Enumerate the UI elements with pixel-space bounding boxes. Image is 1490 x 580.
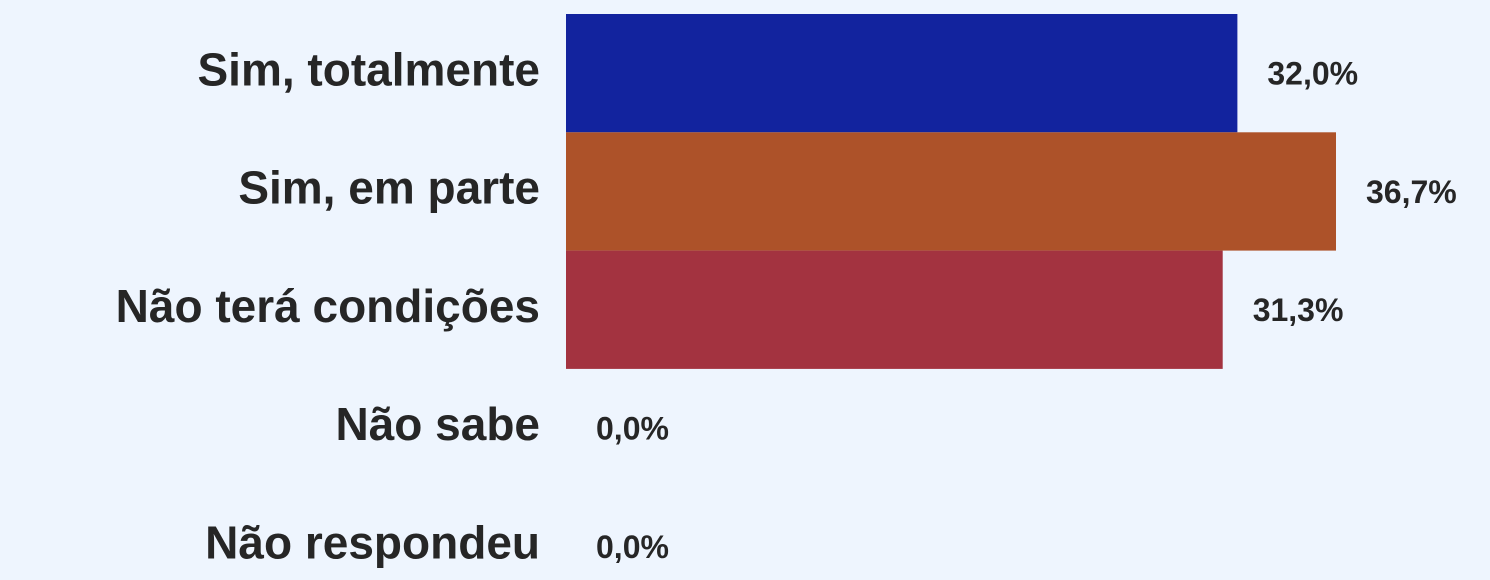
bar (566, 250, 1223, 369)
category-label: Não terá condições (116, 280, 540, 332)
category-label: Sim, em parte (238, 162, 540, 214)
value-label: 31,3% (1253, 292, 1344, 328)
value-label: 32,0% (1267, 56, 1358, 92)
bar (566, 14, 1238, 133)
category-label: Sim, totalmente (197, 43, 540, 95)
value-label: 0,0% (596, 411, 669, 447)
value-label: 0,0% (596, 529, 669, 565)
value-label: 36,7% (1366, 174, 1457, 210)
bar (566, 132, 1336, 251)
category-label: Não respondeu (205, 517, 540, 569)
category-label: Não sabe (335, 398, 540, 450)
